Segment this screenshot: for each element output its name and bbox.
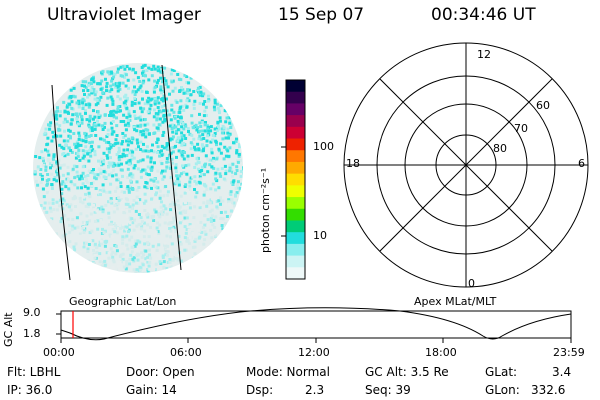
mlat-label-80: 80: [493, 142, 507, 155]
altitude-xtick-label-4: 23:59: [553, 346, 585, 359]
mlt-label-0: 0: [468, 277, 475, 290]
colorbar-band: [286, 243, 305, 257]
colorbar-band: [286, 138, 305, 151]
dsp-label: Dsp:: [246, 383, 274, 397]
polar-grid: [343, 42, 589, 288]
altitude-plot-frame: [60, 310, 572, 339]
glat-value: 3.4: [552, 365, 572, 379]
colorbar-band: [286, 173, 305, 186]
colorbar-unit-label: photon cm⁻²s⁻¹: [259, 167, 272, 253]
filter-info: Flt: LBHL: [7, 365, 61, 379]
date-label: 15 Sep 07: [278, 5, 365, 25]
polar-caption: Apex MLat/MLT: [414, 295, 497, 308]
mlat-label-70: 70: [514, 122, 528, 135]
glon-value: 332.6: [531, 383, 566, 397]
colorbar-band: [286, 220, 305, 233]
altitude-xtick-label-2: 12:00: [298, 346, 330, 359]
image-caption: Geographic Lat/Lon: [69, 295, 177, 308]
altitude-ylabel: GC Alt: [2, 312, 15, 347]
gc-alt-info: GC Alt: 3.5 Re: [365, 365, 449, 379]
glon-label: GLon:: [485, 383, 520, 397]
instrument-title: Ultraviolet Imager: [47, 5, 201, 25]
polar-diagonal-2: [379, 78, 553, 252]
meridian-line-right: [161, 64, 182, 271]
colorbar-band: [286, 150, 305, 163]
altitude-xtick-label-3: 18:00: [425, 346, 457, 359]
seq-info: Seq: 39: [365, 383, 411, 397]
door-info: Door: Open: [126, 365, 195, 379]
mlt-label-6: 6: [578, 157, 585, 170]
colorbar-band: [286, 103, 305, 116]
color-scale-bar: [286, 80, 305, 280]
colorbar-band: [286, 91, 305, 105]
mlt-label-18: 18: [346, 157, 360, 170]
altitude-xtick-label-0: 00:00: [43, 346, 75, 359]
gain-info: Gain: 14: [126, 383, 177, 397]
colorbar-band: [286, 255, 305, 268]
time-label: 00:34:46 UT: [431, 5, 536, 25]
altitude-ytick-label-low: 1.8: [23, 327, 41, 340]
colorbar-band: [286, 126, 305, 140]
colorbar-band: [286, 197, 305, 210]
mlt-label-12: 12: [477, 48, 491, 61]
ip-info: IP: 36.0: [7, 383, 53, 397]
mlat-label-60: 60: [536, 99, 550, 112]
dsp-value: 2.3: [305, 383, 325, 397]
colorbar-label-10: 10: [313, 229, 327, 242]
altitude-xtick-label-1: 06:00: [170, 346, 202, 359]
colorbar-band: [286, 208, 305, 222]
colorbar-band: [286, 115, 305, 128]
altitude-ytick-label-high: 9.0: [23, 306, 41, 319]
colorbar-band: [286, 161, 305, 175]
colorbar-band: [286, 267, 305, 280]
colorbar-label-100: 100: [313, 140, 334, 153]
uv-image-disc: [33, 63, 243, 281]
colorbar-band: [286, 232, 305, 245]
colorbar-band: [286, 80, 305, 93]
altitude-curve: [60, 307, 572, 341]
glat-label: GLat:: [485, 365, 518, 379]
meridian-line-left: [51, 84, 71, 281]
mode-info: Mode: Normal: [246, 365, 330, 379]
color-scale-frame: [285, 79, 306, 280]
colorbar-band: [286, 185, 305, 198]
